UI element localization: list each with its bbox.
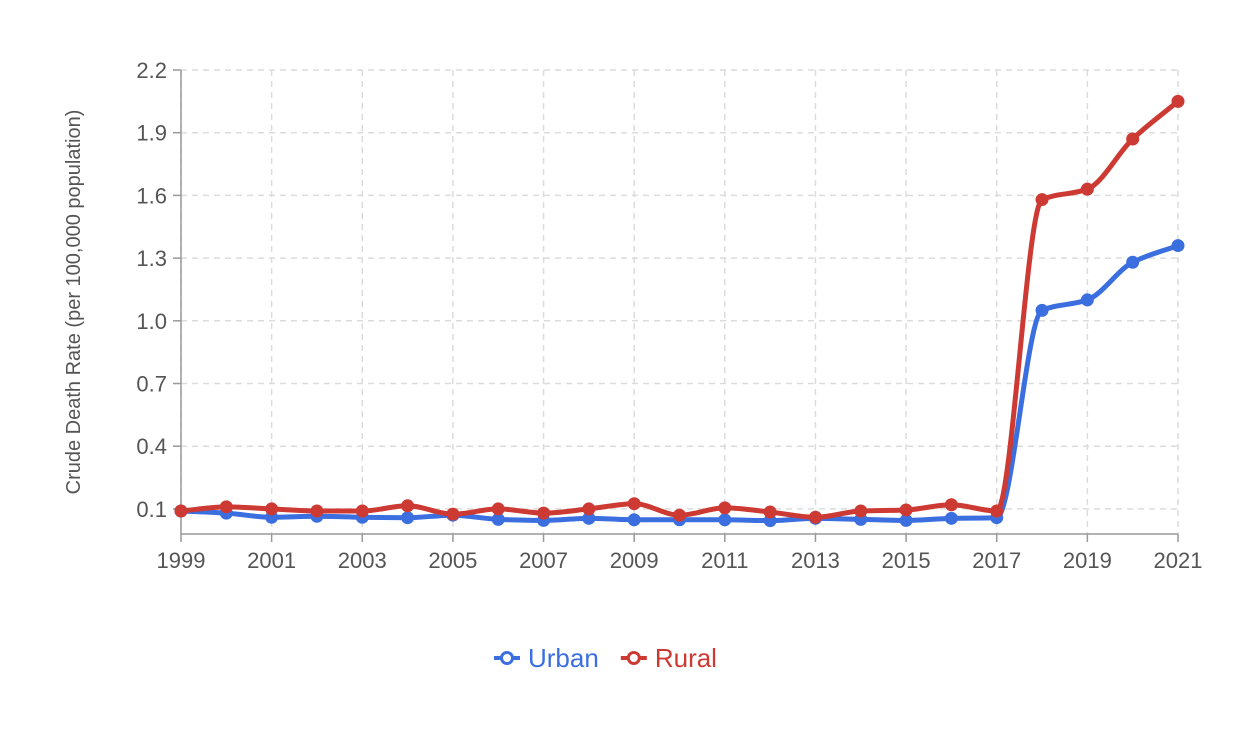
rural-point[interactable] [763, 505, 777, 519]
y-tick-label: 0.7 [136, 372, 167, 397]
x-tick-label: 2009 [610, 548, 659, 573]
y-tick-label: 1.6 [136, 183, 167, 208]
rural-point[interactable] [401, 499, 415, 513]
x-tick-label: 2003 [338, 548, 387, 573]
legend-item-rural[interactable]: Rural [620, 643, 717, 673]
rural-point[interactable] [174, 504, 188, 518]
x-tick-label: 2001 [247, 548, 296, 573]
x-tick-label: 2011 [701, 548, 748, 573]
rural-point[interactable] [1171, 94, 1185, 108]
x-tick-label: 2021 [1154, 548, 1203, 573]
axes [173, 69, 1179, 542]
legend-item-urban[interactable]: Urban [494, 643, 599, 673]
legend: Urban Rural [494, 643, 717, 673]
rural-point[interactable] [355, 504, 369, 518]
x-tick-label: 2015 [882, 548, 931, 573]
series-layer [174, 94, 1185, 528]
y-tick-label: 0.1 [136, 497, 167, 522]
legend-label: Urban [528, 643, 599, 673]
rural-point[interactable] [1126, 132, 1140, 146]
urban-point[interactable] [1126, 255, 1140, 269]
urban-point[interactable] [899, 513, 913, 527]
y-axis-title: Crude Death Rate (per 100,000 population… [63, 110, 85, 495]
tick-labels: 0.1 0.4 0.7 1.0 1.3 1.6 1.9 2.2 1999 2001 2003 2005… [136, 58, 1202, 573]
rural-point[interactable] [673, 508, 686, 522]
rural-point[interactable] [491, 502, 505, 516]
urban-point[interactable] [1035, 303, 1049, 317]
rural-point[interactable] [446, 507, 460, 521]
rural-point[interactable] [1080, 182, 1094, 196]
legend-swatch-marker [500, 651, 514, 665]
rural-point[interactable] [265, 502, 279, 516]
urban-point[interactable] [401, 511, 415, 525]
y-tick-label: 2.2 [136, 58, 167, 83]
urban-point[interactable] [944, 511, 958, 525]
rural-series [174, 94, 1185, 524]
rural-point[interactable] [808, 510, 822, 524]
rural-point[interactable] [854, 504, 868, 518]
grid [180, 69, 1179, 534]
legend-swatch-marker [626, 651, 641, 665]
rural-point[interactable] [944, 498, 958, 512]
rural-point[interactable] [899, 503, 913, 517]
x-tick-label: 1999 [157, 548, 206, 573]
y-tick-label: 1.3 [136, 246, 167, 271]
rural-point[interactable] [1035, 193, 1049, 207]
rural-point[interactable] [627, 497, 641, 511]
rural-point[interactable] [310, 504, 324, 518]
y-tick-label: 1.9 [136, 121, 167, 146]
rural-point[interactable] [537, 506, 551, 520]
x-tick-label: 2019 [1063, 548, 1112, 573]
rural-point[interactable] [582, 502, 596, 516]
urban-point[interactable] [1171, 239, 1185, 253]
y-tick-label: 1.0 [136, 309, 167, 334]
urban-point[interactable] [627, 513, 641, 527]
rural-point[interactable] [718, 501, 732, 515]
urban-point[interactable] [718, 513, 732, 527]
rural-point[interactable] [990, 504, 1004, 518]
legend-label: Rural [655, 643, 717, 673]
x-tick-label: 2017 [972, 548, 1021, 573]
x-tick-label: 2007 [519, 548, 568, 573]
rural-line [178, 98, 1181, 520]
urban-point[interactable] [1080, 293, 1094, 307]
x-tick-label: 2005 [428, 548, 477, 573]
urban-point[interactable] [491, 512, 505, 526]
urban-point[interactable] [582, 511, 596, 525]
y-tick-label: 0.4 [136, 434, 167, 459]
x-tick-label: 2013 [791, 548, 840, 573]
rural-point[interactable] [219, 500, 233, 514]
